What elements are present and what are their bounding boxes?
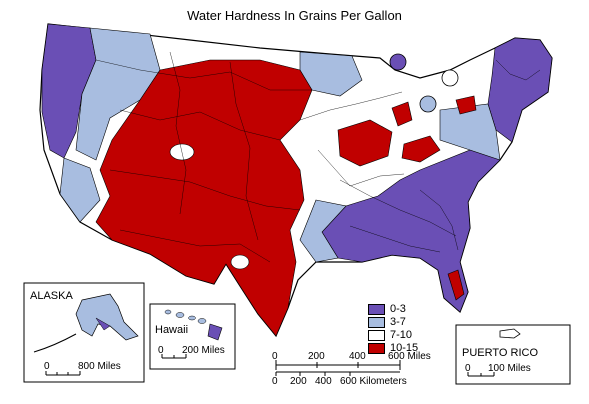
legend-label-moderate: 3-7: [390, 316, 406, 328]
moderate-lake-marker: [419, 95, 437, 113]
puerto-rico-shape: [499, 328, 521, 339]
legend-swatch-hard: [368, 329, 385, 341]
main-scale-bars: [275, 360, 401, 376]
hard-lake-marker: [441, 69, 459, 87]
moderate-west-coast: [59, 157, 101, 223]
scale-km-400: 400: [315, 376, 332, 387]
hawaii-scale-bar: [161, 354, 187, 359]
soft-new-england: [487, 37, 553, 143]
puerto-rico-scale-bar: [467, 372, 495, 377]
legend-label-hard: 7-10: [390, 329, 413, 341]
map-title: Water Hardness In Grains Per Gallon: [187, 8, 402, 23]
moderate-gulf-south: [299, 199, 347, 263]
scale-miles-600: 600 Miles: [388, 351, 431, 362]
very-hard-great-plains-southwest: [95, 59, 313, 337]
hawaii-inset-frame: [149, 303, 236, 370]
hawaii-label: Hawaii: [155, 324, 189, 336]
moderate-northern-rockies: [75, 27, 161, 161]
legend-label-very-hard: 10-15: [390, 342, 419, 354]
very-hard-midwest: [337, 119, 393, 167]
legend-item-very-hard: 10-15: [368, 342, 418, 354]
region-boundaries: [95, 51, 541, 263]
very-hard-northeast: [455, 95, 477, 115]
legend-item-hard: 7-10: [368, 329, 412, 341]
alaska-scale-end: 800 Miles: [78, 361, 121, 372]
aleutian-chain: [33, 333, 77, 353]
alaska-southeast: [95, 317, 111, 331]
legend-swatch-very-hard: [368, 342, 385, 354]
puerto-rico-scale-start: 0: [465, 363, 471, 374]
scale-km-600: 600 Kilometers: [340, 376, 407, 387]
hawaii-scale-end: 200 Miles: [182, 345, 225, 356]
scale-miles-0: 0: [272, 351, 278, 362]
hawaii-scale-start: 0: [158, 345, 164, 356]
legend-item-soft: 0-3: [368, 303, 406, 315]
soft-great-lakes-marker: [389, 53, 407, 71]
scale-miles-200: 200: [308, 351, 325, 362]
alaska-shape: [75, 293, 139, 341]
alaska-scale-bar: [45, 371, 81, 376]
legend-swatch-soft: [368, 303, 385, 315]
very-hard-great-lakes-east: [391, 101, 413, 127]
puerto-rico-label: PUERTO RICO: [462, 347, 538, 359]
scale-miles-400: 400: [349, 351, 366, 362]
scale-km-200: 200: [290, 376, 307, 387]
puerto-rico-scale-end: 100 Miles: [488, 363, 531, 374]
legend-swatch-moderate: [368, 316, 385, 328]
alaska-label: ALASKA: [30, 290, 73, 302]
moderate-appalachia: [439, 103, 501, 161]
very-hard-florida: [447, 269, 465, 301]
big-island-shape: [207, 323, 223, 341]
hard-pocket-texas: [230, 254, 250, 270]
hawaii-islands: [164, 309, 207, 324]
legend-item-moderate: 3-7: [368, 316, 406, 328]
alaska-scale-start: 0: [44, 361, 50, 372]
legend-label-soft: 0-3: [390, 303, 406, 315]
very-hard-ohio-valley: [401, 135, 441, 163]
scale-km-0: 0: [272, 376, 278, 387]
